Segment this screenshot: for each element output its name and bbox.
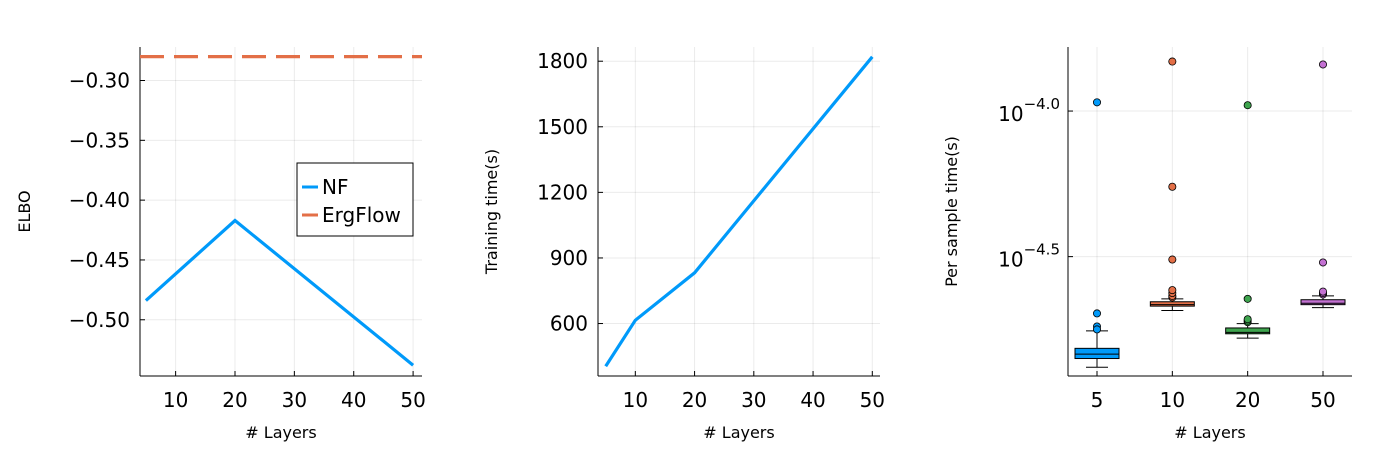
y-tick-base: 10: [998, 102, 1023, 126]
x-tick-label: 30: [282, 388, 307, 412]
legend-label: NF: [322, 175, 348, 199]
x-tick-label: 50: [400, 388, 425, 412]
y-axis-label: Training time(s): [482, 149, 501, 275]
y-tick-label: −0.30: [69, 68, 130, 92]
y-tick-label: 1800: [537, 49, 588, 73]
y-axis-label: Per sample time(s): [942, 136, 961, 287]
outlier-point: [1319, 287, 1328, 296]
outlier-point: [1243, 101, 1252, 110]
training-time-panel: 10 20 30 40 50 600 900 1200 1500 1800 # Layers Trai…: [482, 47, 885, 442]
x-tick-label: 50: [860, 388, 885, 412]
y-tick-label: −0.40: [69, 188, 130, 212]
x-tick-label: 10: [1160, 388, 1185, 412]
x-axis-label: # Layers: [245, 423, 316, 442]
x-tick-label: 10: [623, 388, 648, 412]
x-tick-label: 30: [741, 388, 766, 412]
y-tick-label: 1200: [537, 180, 588, 204]
x-tick-label: 20: [222, 388, 247, 412]
outlier-point: [1168, 286, 1177, 295]
box-50: [1300, 60, 1346, 309]
x-tick-label: 50: [1310, 388, 1335, 412]
y-tick-label: 600: [550, 312, 588, 336]
elbo-panel: 10 20 30 40 50 −0.30 −0.35 −0.40 −0.45 −0.50 # Lay…: [15, 47, 426, 442]
x-axis-label: # Layers: [1174, 423, 1245, 442]
box-5: [1074, 98, 1120, 368]
y-tick-label: −0.45: [69, 248, 130, 272]
outlier-point: [1093, 309, 1102, 318]
box-body: [1149, 301, 1195, 307]
outlier-point: [1319, 60, 1328, 69]
series-line: [604, 55, 874, 368]
y-tick-label: −0.35: [69, 128, 130, 152]
box-20: [1225, 101, 1271, 339]
box-body: [1300, 299, 1346, 306]
legend-label: ErgFlow: [322, 203, 401, 227]
y-tick-label: 900: [550, 246, 588, 270]
y-tick-exponent: −4.0: [1024, 95, 1060, 113]
outlier-point: [1319, 258, 1328, 267]
y-tick-exponent: −4.5: [1024, 241, 1060, 259]
box-body: [1074, 347, 1120, 360]
x-tick-label: 5: [1091, 388, 1104, 412]
y-tick-label: 10−4.5: [998, 241, 1060, 272]
outlier-point: [1093, 98, 1102, 107]
outlier-point: [1093, 325, 1102, 334]
y-tick-label: 10−4.0: [998, 95, 1060, 126]
box-body: [1225, 327, 1271, 335]
x-axis-label: # Layers: [703, 423, 774, 442]
outlier-point: [1168, 255, 1177, 264]
x-tick-label: 20: [1235, 388, 1260, 412]
outlier-point: [1243, 315, 1252, 324]
outlier-point: [1168, 182, 1177, 191]
y-tick-label: −0.50: [69, 308, 130, 332]
y-tick-base: 10: [998, 248, 1023, 272]
legend-box: [296, 162, 414, 237]
x-tick-label: 40: [341, 388, 366, 412]
x-tick-label: 10: [163, 388, 188, 412]
y-tick-label: 1500: [537, 115, 588, 139]
nf-line: [144, 218, 415, 367]
x-tick-label: 40: [800, 388, 825, 412]
box-10: [1149, 57, 1195, 311]
legend: NF ErgFlow: [296, 162, 414, 237]
outlier-point: [1243, 294, 1252, 303]
x-tick-label: 20: [682, 388, 707, 412]
y-axis-label: ELBO: [15, 190, 34, 232]
outlier-point: [1168, 57, 1177, 66]
